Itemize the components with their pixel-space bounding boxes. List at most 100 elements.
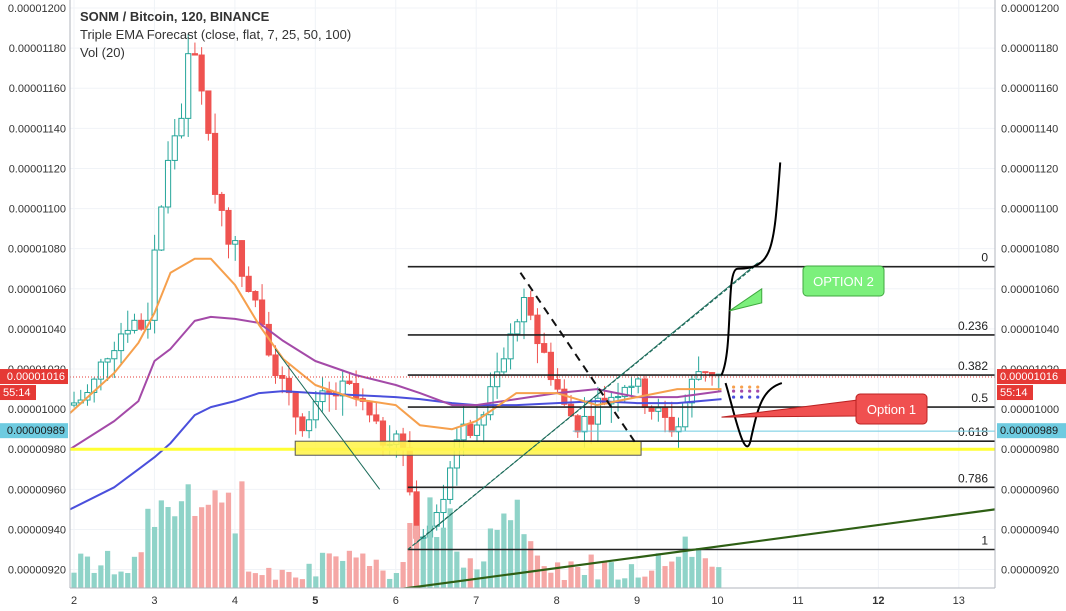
fib-level-label: 0.5 — [971, 391, 988, 405]
y-tick-label: 0.00001040 — [1001, 324, 1059, 336]
volume-bar — [541, 566, 547, 588]
current-price-label-left: 0.00001016 — [0, 369, 68, 385]
volume-bar — [239, 481, 245, 588]
candle-body — [655, 407, 662, 412]
candle-body — [447, 467, 454, 500]
y-tick-label: 0.00000980 — [8, 444, 66, 456]
volume-bar — [326, 553, 332, 588]
volume-bar — [534, 555, 541, 588]
candle — [70, 391, 78, 408]
volume-bar — [528, 541, 534, 588]
candle — [682, 394, 689, 432]
volume-bar — [340, 560, 346, 588]
countdown-label-right-text: 55:14 — [1000, 387, 1028, 399]
volume-bar — [313, 576, 319, 588]
y-tick-label: 0.00001180 — [1001, 43, 1058, 55]
candle — [473, 405, 481, 441]
x-tick-label: 9 — [634, 595, 640, 607]
candle — [574, 413, 581, 438]
volume-bar — [293, 577, 299, 588]
candle-body — [191, 53, 199, 56]
candle — [205, 90, 212, 141]
candle-body — [111, 350, 118, 360]
candle-body — [198, 54, 205, 92]
candle-body — [151, 249, 158, 321]
x-tick-label: 5 — [312, 595, 318, 607]
candle — [191, 42, 199, 56]
level-price-label-right-text: 0.00000989 — [1000, 425, 1058, 437]
volume-bar — [675, 556, 682, 588]
forecast-dot — [740, 389, 744, 393]
candle-body — [527, 297, 534, 316]
volume-bar — [716, 567, 722, 588]
volume-bar — [172, 516, 178, 588]
y-tick-label: 0.00000960 — [8, 484, 66, 496]
candle — [299, 413, 306, 437]
candle — [332, 382, 340, 410]
volume-bar — [319, 552, 326, 588]
candle-body — [245, 275, 252, 292]
candle — [171, 119, 178, 170]
candle — [218, 191, 225, 227]
candle-body — [171, 135, 178, 161]
volume-bar — [158, 500, 164, 588]
fib-level-label: 0.382 — [958, 359, 988, 373]
volume-bar — [84, 556, 91, 588]
fib-level-label: 0.786 — [958, 471, 988, 485]
candle-body — [467, 423, 474, 436]
level-price-label-left-bg — [0, 423, 68, 439]
candle — [104, 357, 111, 381]
candle — [232, 235, 239, 261]
volume-bar — [662, 566, 668, 588]
x-tick-label: 13 — [953, 595, 965, 607]
candle-body — [292, 392, 299, 418]
candle — [588, 399, 595, 445]
candle-body — [648, 406, 655, 412]
volume-bar — [111, 574, 117, 588]
candle-body — [628, 385, 635, 388]
hand-drawn-path-option2 — [720, 162, 782, 376]
indicator-label: Triple EMA Forecast (close, flat, 7, 25,… — [80, 27, 352, 42]
candle-body — [97, 361, 104, 380]
callout-box — [802, 265, 885, 297]
candle-body — [621, 386, 628, 398]
volume-bar — [642, 576, 648, 588]
candle-body — [661, 407, 669, 418]
candle — [527, 290, 534, 321]
candle-body — [473, 424, 481, 436]
trendline-green — [399, 508, 995, 588]
candle-body — [164, 159, 172, 208]
x-tick-label: 7 — [473, 595, 479, 607]
candle — [326, 381, 333, 412]
countdown-label-right: 55:14 — [997, 385, 1033, 401]
forecast-dot — [748, 395, 752, 399]
candle-body — [272, 354, 279, 377]
countdown-label-left-text: 55:14 — [3, 387, 31, 399]
candle-body — [500, 358, 507, 373]
volume-bar — [380, 570, 386, 588]
x-tick-label: 2 — [71, 595, 77, 607]
dashed-downtrend — [519, 272, 638, 446]
volume-bar — [205, 504, 211, 588]
downtrend-line — [274, 348, 381, 490]
candle-body — [588, 415, 595, 425]
y-axis-left: 0.00000920 0.00000940 0.00000960 0.00000980… — [8, 3, 66, 577]
candle — [453, 427, 460, 486]
volume-bar — [131, 556, 138, 588]
level-price-label-right: 0.00000989 — [997, 423, 1066, 439]
y-tick-label: 0.00001040 — [8, 324, 66, 336]
candle — [346, 372, 353, 385]
y-tick-label: 0.00001000 — [1001, 404, 1059, 416]
volume-bar — [125, 573, 131, 588]
y-tick-label: 0.00001000 — [8, 404, 66, 416]
candle — [447, 461, 454, 505]
forecast-dot — [740, 395, 744, 399]
candle — [305, 410, 313, 439]
candles — [70, 34, 722, 549]
hand-drawn-path-option1 — [724, 382, 783, 448]
forecast-dot — [756, 395, 760, 399]
volume-bar — [420, 538, 426, 588]
volume-bar — [696, 548, 702, 588]
forecast-dot — [731, 389, 736, 393]
